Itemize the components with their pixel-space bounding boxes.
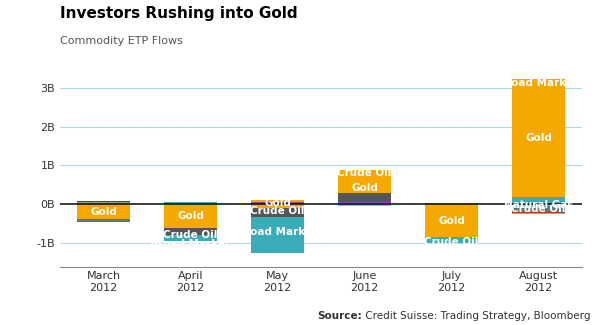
Bar — [338, 205, 391, 206]
Bar — [425, 237, 478, 243]
Bar — [338, 204, 391, 205]
Text: Crude Oil: Crude Oil — [163, 230, 218, 240]
Bar — [512, 197, 565, 204]
Text: Source:: Source: — [317, 311, 362, 321]
Bar — [251, 200, 304, 201]
Text: Gold: Gold — [525, 133, 552, 143]
Text: Credit Suisse: Trading Strategy, Bloomberg: Credit Suisse: Trading Strategy, Bloombe… — [362, 311, 590, 321]
Bar — [164, 204, 217, 228]
Text: Gold: Gold — [351, 183, 378, 193]
Bar — [77, 201, 130, 202]
Text: Crude Oil: Crude Oil — [337, 168, 392, 178]
Bar — [77, 202, 130, 203]
Text: Commodity ETP Flows: Commodity ETP Flows — [60, 36, 183, 46]
Bar — [512, 212, 565, 213]
Bar — [512, 204, 565, 206]
Bar — [338, 203, 391, 204]
Bar — [251, 217, 304, 253]
Text: Gold: Gold — [438, 216, 465, 226]
Text: Gold: Gold — [177, 211, 204, 221]
Bar — [164, 203, 217, 204]
Text: Investors Rushing into Gold: Investors Rushing into Gold — [60, 6, 298, 21]
Bar — [77, 219, 130, 222]
Text: Broad Market: Broad Market — [238, 227, 317, 237]
Bar — [425, 203, 478, 204]
Text: Natural Gas: Natural Gas — [504, 200, 573, 210]
Text: Crude Oil: Crude Oil — [250, 206, 305, 216]
Bar — [512, 79, 565, 197]
Bar — [164, 202, 217, 203]
Bar — [251, 203, 304, 204]
Bar — [251, 208, 304, 217]
Bar — [251, 204, 304, 208]
Text: Gold: Gold — [264, 198, 291, 208]
Text: Crude Oil: Crude Oil — [424, 237, 479, 247]
Bar — [512, 213, 565, 214]
Text: Gold: Gold — [90, 207, 117, 217]
Bar — [77, 204, 130, 219]
Bar — [251, 202, 304, 203]
Bar — [338, 193, 391, 202]
Bar — [512, 206, 565, 212]
Bar — [164, 235, 217, 241]
Bar — [425, 204, 478, 237]
Bar — [164, 228, 217, 235]
Bar — [338, 171, 391, 193]
Text: Broad Market: Broad Market — [151, 239, 230, 249]
Text: Crude Oil: Crude Oil — [511, 204, 566, 215]
Bar — [338, 202, 391, 203]
Text: Broad Market: Broad Market — [499, 78, 578, 88]
Bar — [77, 203, 130, 204]
